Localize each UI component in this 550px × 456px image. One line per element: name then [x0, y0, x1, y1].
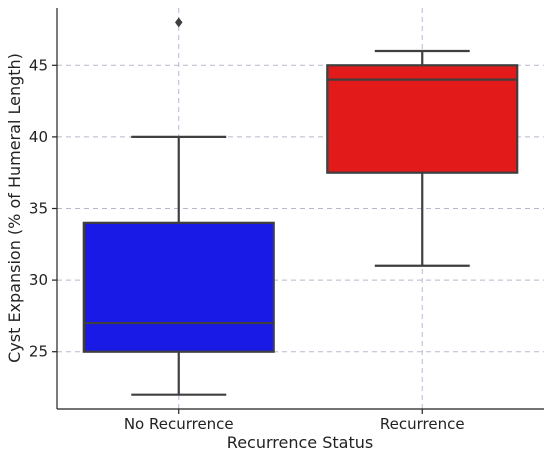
y-ticks: 25 30 35 40 45	[29, 56, 57, 361]
y-tick-label: 35	[29, 200, 48, 218]
iqr-box	[82, 221, 275, 353]
y-tick-label: 40	[29, 128, 48, 146]
box-no-recurrence	[82, 17, 275, 396]
outlier-point	[175, 17, 183, 28]
box-recurrence	[326, 49, 519, 267]
y-tick-label: 45	[29, 56, 48, 74]
boxes	[82, 17, 519, 396]
x-tick-label: Recurrence	[380, 415, 465, 433]
iqr-box	[326, 64, 519, 174]
y-axis-label: Cyst Expansion (% of Humeral Length)	[5, 53, 24, 363]
y-tick-label: 25	[29, 343, 48, 361]
x-ticks: No Recurrence Recurrence	[124, 409, 465, 433]
x-axis-label: Recurrence Status	[227, 433, 373, 452]
x-tick-label: No Recurrence	[124, 415, 234, 433]
y-tick-label: 30	[29, 271, 48, 289]
